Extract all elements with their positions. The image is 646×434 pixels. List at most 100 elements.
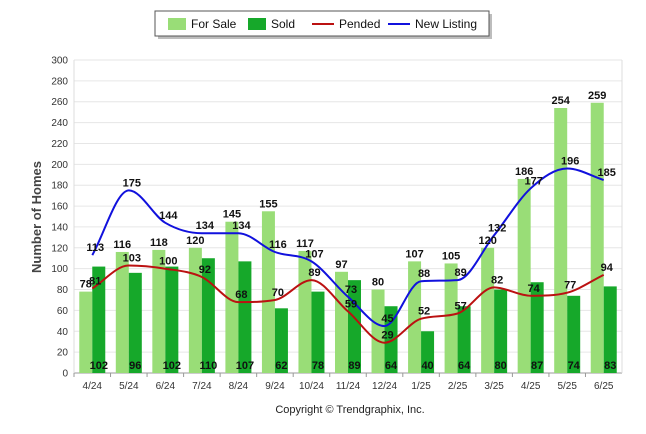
label-new-listing: 107 bbox=[305, 248, 323, 260]
label-sold: 102 bbox=[163, 360, 181, 372]
legend: For Sale Sold Pended New Listing bbox=[154, 10, 492, 39]
label-pended: 52 bbox=[418, 306, 430, 318]
bars bbox=[79, 102, 617, 373]
legend-label: For Sale bbox=[191, 17, 237, 31]
bar-for-sale bbox=[444, 263, 458, 373]
bar-sold bbox=[274, 308, 288, 373]
label-for-sale: 254 bbox=[552, 95, 571, 107]
data-labels: 78 102 81 113 116 96 103 175 118 102 100 144 120 110 9… bbox=[80, 90, 617, 372]
label-new-listing: 132 bbox=[488, 222, 506, 234]
label-pended: 81 bbox=[89, 275, 101, 287]
label-sold: 64 bbox=[385, 360, 398, 372]
bar-for-sale bbox=[335, 271, 348, 373]
y-tick-label: 220 bbox=[51, 139, 68, 150]
x-tick-label: 10/24 bbox=[299, 381, 324, 392]
bar-for-sale bbox=[261, 211, 275, 373]
label-sold: 78 bbox=[312, 360, 324, 372]
label-new-listing: 134 bbox=[232, 220, 251, 232]
label-for-sale: 107 bbox=[405, 248, 423, 260]
label-new-listing: 196 bbox=[561, 156, 579, 168]
label-pended: 77 bbox=[564, 280, 576, 292]
x-tick-label: 6/25 bbox=[594, 381, 614, 392]
bar-sold bbox=[567, 295, 581, 373]
y-tick-label: 140 bbox=[51, 222, 68, 233]
label-pended: 74 bbox=[528, 283, 541, 295]
bar-sold bbox=[311, 291, 325, 373]
y-tick-label: 240 bbox=[51, 118, 68, 129]
legend-swatch bbox=[248, 18, 266, 30]
label-for-sale: 120 bbox=[478, 235, 496, 247]
y-tick-label: 200 bbox=[51, 160, 68, 171]
label-new-listing: 185 bbox=[598, 167, 616, 179]
label-pended: 103 bbox=[123, 253, 141, 265]
bar-sold bbox=[494, 289, 508, 373]
label-pended: 92 bbox=[199, 264, 211, 276]
label-sold: 62 bbox=[275, 360, 287, 372]
label-new-listing: 144 bbox=[159, 210, 178, 222]
y-axis-title: Number of Homes bbox=[29, 161, 44, 273]
y-tick-label: 80 bbox=[57, 285, 69, 296]
y-tick-label: 300 bbox=[51, 56, 68, 67]
legend-new-listing: New Listing bbox=[388, 17, 477, 31]
label-new-listing: 113 bbox=[86, 242, 104, 254]
y-tick-label: 100 bbox=[51, 264, 68, 275]
label-for-sale: 80 bbox=[372, 277, 384, 289]
label-sold: 102 bbox=[90, 360, 108, 372]
copyright-text: Copyright © Trendgraphix, Inc. bbox=[275, 404, 424, 416]
x-tick-label: 2/25 bbox=[448, 381, 468, 392]
y-axis-ticks: 0 20 40 60 80 100 120 140 160 180 200 220 240 260 280 3… bbox=[51, 56, 68, 380]
label-pended: 70 bbox=[272, 287, 284, 299]
bar-for-sale bbox=[152, 249, 166, 373]
bar-for-sale bbox=[590, 102, 604, 373]
bar-for-sale bbox=[188, 247, 202, 373]
label-new-listing: 89 bbox=[454, 267, 466, 279]
legend-label: Pended bbox=[339, 17, 380, 31]
bar-for-sale bbox=[517, 178, 531, 373]
y-tick-label: 260 bbox=[51, 97, 68, 108]
label-sold: 89 bbox=[348, 360, 360, 372]
bar-for-sale bbox=[115, 251, 129, 373]
y-tick-label: 120 bbox=[51, 243, 68, 254]
bar-sold bbox=[384, 306, 398, 373]
label-sold: 110 bbox=[199, 360, 217, 372]
bar-sold bbox=[603, 286, 617, 373]
y-tick-label: 20 bbox=[57, 348, 69, 359]
bar-sold bbox=[165, 266, 179, 373]
y-tick-label: 160 bbox=[51, 202, 68, 213]
label-sold: 96 bbox=[129, 360, 141, 372]
bar-sold bbox=[421, 331, 435, 373]
x-tick-label: 7/24 bbox=[192, 381, 212, 392]
legend-for-sale: For Sale bbox=[168, 17, 237, 31]
label-pended: 59 bbox=[345, 298, 357, 310]
bar-for-sale bbox=[371, 289, 385, 373]
bar-sold bbox=[530, 282, 544, 373]
x-tick-label: 5/24 bbox=[119, 381, 139, 392]
line-pended bbox=[91, 264, 605, 344]
label-for-sale: 116 bbox=[113, 239, 131, 251]
y-tick-label: 280 bbox=[51, 76, 68, 87]
x-tick-label: 1/25 bbox=[411, 381, 431, 392]
label-new-listing: 88 bbox=[418, 268, 430, 280]
label-sold: 64 bbox=[458, 360, 471, 372]
label-sold: 40 bbox=[421, 360, 433, 372]
y-tick-label: 40 bbox=[57, 327, 69, 338]
label-sold: 83 bbox=[604, 360, 616, 372]
label-sold: 87 bbox=[531, 360, 543, 372]
label-for-sale: 259 bbox=[588, 90, 606, 102]
x-tick-label: 3/25 bbox=[484, 381, 504, 392]
y-tick-label: 60 bbox=[57, 306, 69, 317]
label-for-sale: 186 bbox=[515, 166, 533, 178]
x-tick-label: 9/24 bbox=[265, 381, 285, 392]
label-new-listing: 116 bbox=[269, 239, 287, 251]
y-tick-label: 0 bbox=[62, 369, 68, 380]
label-new-listing: 134 bbox=[196, 220, 215, 232]
x-tick-label: 5/25 bbox=[557, 381, 577, 392]
x-tick-label: 4/24 bbox=[83, 381, 103, 392]
lines bbox=[91, 167, 605, 344]
label-pended: 100 bbox=[159, 256, 177, 268]
x-tick-label: 12/24 bbox=[372, 381, 397, 392]
x-tick-label: 11/24 bbox=[336, 381, 361, 392]
label-for-sale: 105 bbox=[442, 250, 460, 262]
x-tick-label: 4/25 bbox=[521, 381, 541, 392]
label-sold: 107 bbox=[236, 360, 254, 372]
